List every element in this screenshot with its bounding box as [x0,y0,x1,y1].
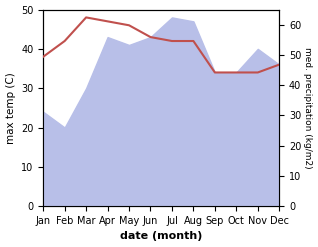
Y-axis label: med. precipitation (kg/m2): med. precipitation (kg/m2) [303,47,313,169]
X-axis label: date (month): date (month) [120,231,203,242]
Y-axis label: max temp (C): max temp (C) [5,72,16,144]
